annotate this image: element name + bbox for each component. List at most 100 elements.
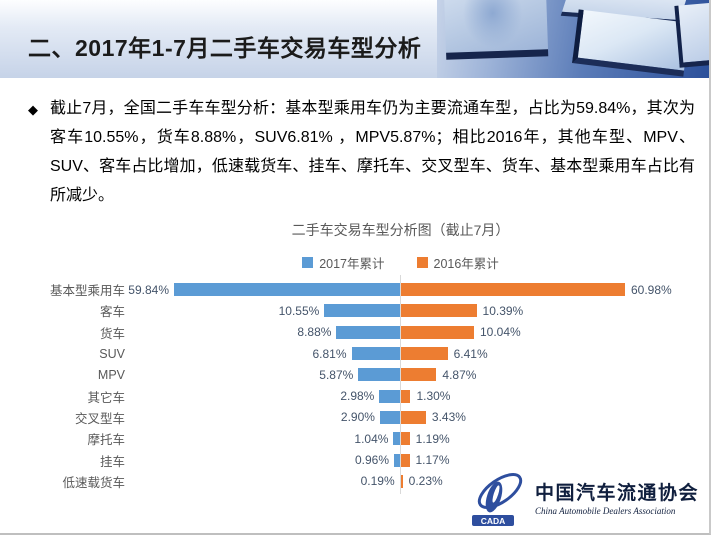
value-label-2017: 0.19%: [360, 474, 395, 489]
value-label-2017: 6.81%: [312, 346, 347, 361]
value-label-2017: 1.04%: [354, 431, 389, 446]
category-label: 客车: [99, 305, 125, 320]
category-label: 挂车: [99, 454, 125, 469]
right-bar-panel: 4.87%: [401, 368, 709, 382]
value-label-2016: 6.41%: [453, 346, 488, 361]
left-bar-panel: 6.81%: [127, 347, 401, 361]
value-label-2016: 0.23%: [408, 474, 443, 489]
cube-graphic-left: [443, 0, 549, 60]
category-label: MPV: [97, 367, 125, 382]
value-label-2017: 8.88%: [297, 325, 332, 340]
right-bar-panel: 1.17%: [401, 453, 709, 467]
chart-title: 二手车交易车型分析图（截止7月）: [291, 222, 510, 238]
chart-row: 货车 8.88% 10.04%: [0, 322, 709, 343]
legend-swatch-2016: [416, 257, 428, 268]
chart-row: 客车 10.55% 10.39%: [0, 300, 709, 321]
bar-2017: [174, 283, 401, 297]
logo-english-name: China Automobile Dealers Association: [534, 505, 676, 516]
left-bar-panel: 59.84%: [127, 283, 401, 297]
value-label-2017: 59.84%: [128, 282, 169, 297]
value-label-2016: 10.04%: [479, 325, 521, 340]
chart-row: 基本型乘用车 59.84% 60.98%: [0, 279, 709, 300]
bar-2016: [401, 368, 437, 382]
left-bar-panel: 8.88%: [127, 325, 401, 339]
legend-item-2017: 2017年累计: [302, 253, 385, 272]
bar-2017: [379, 410, 401, 424]
category-label: 其它车: [87, 390, 125, 405]
right-bar-panel: 6.41%: [401, 347, 709, 361]
value-label-2016: 10.39%: [482, 303, 524, 318]
chart-plot-area: 基本型乘用车 59.84% 60.98% 客车 10.55% 10.39% 货车 8.88% 1…: [0, 275, 709, 494]
value-label-2016: 4.87%: [442, 367, 477, 382]
right-bar-panel: 10.04%: [401, 325, 709, 339]
cada-logo: CADA 中国汽车流通协会 China Automobile Dealers A…: [470, 473, 699, 527]
chart-row: 挂车 0.96% 1.17%: [0, 449, 709, 470]
left-bar-panel: 0.96%: [127, 453, 401, 467]
category-label: 基本型乘用车: [49, 284, 125, 299]
value-label-2016: 60.98%: [631, 282, 672, 297]
left-bar-panel: 5.87%: [127, 368, 401, 382]
cube-graphic-right: [674, 2, 709, 68]
legend-label-2016: 2016年累计: [433, 257, 499, 271]
chart-legend: 2017年累计 2016年累计: [90, 253, 709, 272]
right-bar-panel: 10.39%: [401, 304, 709, 318]
bar-2016: [401, 432, 410, 446]
bar-2017: [358, 368, 401, 382]
bar-2017: [393, 432, 401, 446]
value-label-2017: 5.87%: [319, 367, 354, 382]
bar-2017: [324, 304, 401, 318]
legend-swatch-2017: [302, 257, 314, 268]
value-label-2016: 1.19%: [415, 431, 450, 446]
chart-row: 低速载货车 0.19% 0.23%: [0, 471, 709, 492]
category-label: 交叉型车: [74, 411, 125, 426]
left-bar-panel: 0.19%: [127, 474, 401, 488]
left-bar-panel: 10.55%: [127, 304, 401, 318]
bar-2016: [401, 410, 426, 424]
chart-row: 其它车 2.98% 1.30%: [0, 385, 709, 406]
left-bar-panel: 2.98%: [127, 389, 401, 403]
bar-2016: [401, 325, 474, 339]
legend-label-2017: 2017年累计: [319, 257, 385, 271]
center-axis-line: [400, 275, 401, 494]
bar-2016: [401, 389, 411, 403]
value-label-2016: 1.17%: [415, 453, 450, 468]
header-cubes-graphic: [437, 0, 709, 78]
chart-rows: 基本型乘用车 59.84% 60.98% 客车 10.55% 10.39% 货车 8.88% 1…: [0, 279, 709, 492]
chart-row: 摩托车 1.04% 1.19%: [0, 428, 709, 449]
bar-2016: [401, 474, 403, 488]
value-label-2017: 10.55%: [278, 303, 320, 318]
slide-title: 二、2017年1-7月二手车交易车型分析: [28, 35, 422, 61]
diamond-bullet-icon: ◆: [28, 102, 38, 117]
right-bar-panel: 1.19%: [401, 432, 709, 446]
value-label-2017: 0.96%: [355, 453, 390, 468]
bar-2017: [336, 325, 401, 339]
legend-item-2016: 2016年累计: [416, 253, 499, 272]
right-bar-panel: 1.30%: [401, 389, 709, 403]
category-label: 摩托车: [87, 433, 125, 448]
summary-text: 截止7月，全国二手车车型分析：基本型乘用车仍为主要流通车型，占比为59.84%，…: [50, 100, 695, 204]
value-label-2016: 3.43%: [431, 410, 466, 425]
value-label-2017: 2.98%: [340, 389, 375, 404]
svg-text:CADA: CADA: [481, 516, 506, 526]
chart-row: 交叉型车 2.90% 3.43%: [0, 407, 709, 428]
logo-chinese-name: 中国汽车流通协会: [534, 482, 699, 504]
left-bar-panel: 1.04%: [127, 432, 401, 446]
chart-row: SUV 6.81% 6.41%: [0, 343, 709, 364]
bar-2016: [401, 347, 448, 361]
bar-2017: [394, 453, 401, 467]
logo-text: 中国汽车流通协会 China Automobile Dealers Associ…: [534, 482, 699, 517]
category-label: SUV: [99, 346, 125, 361]
category-label: 低速载货车: [62, 475, 125, 490]
cada-emblem-icon: CADA: [471, 473, 523, 526]
value-label-2016: 1.30%: [416, 389, 451, 404]
value-label-2017: 2.90%: [340, 410, 375, 425]
bar-2016: [401, 453, 410, 467]
slide-header: 二、2017年1-7月二手车交易车型分析: [0, 0, 709, 78]
right-bar-panel: 3.43%: [401, 410, 709, 424]
bar-2017: [379, 389, 401, 403]
summary-paragraph: ◆ 截止7月，全国二手车车型分析：基本型乘用车仍为主要流通车型，占比为59.84…: [28, 94, 695, 210]
bar-2017: [351, 347, 401, 361]
bar-2016: [401, 283, 625, 297]
chart-row: MPV 5.87% 4.87%: [0, 364, 709, 385]
